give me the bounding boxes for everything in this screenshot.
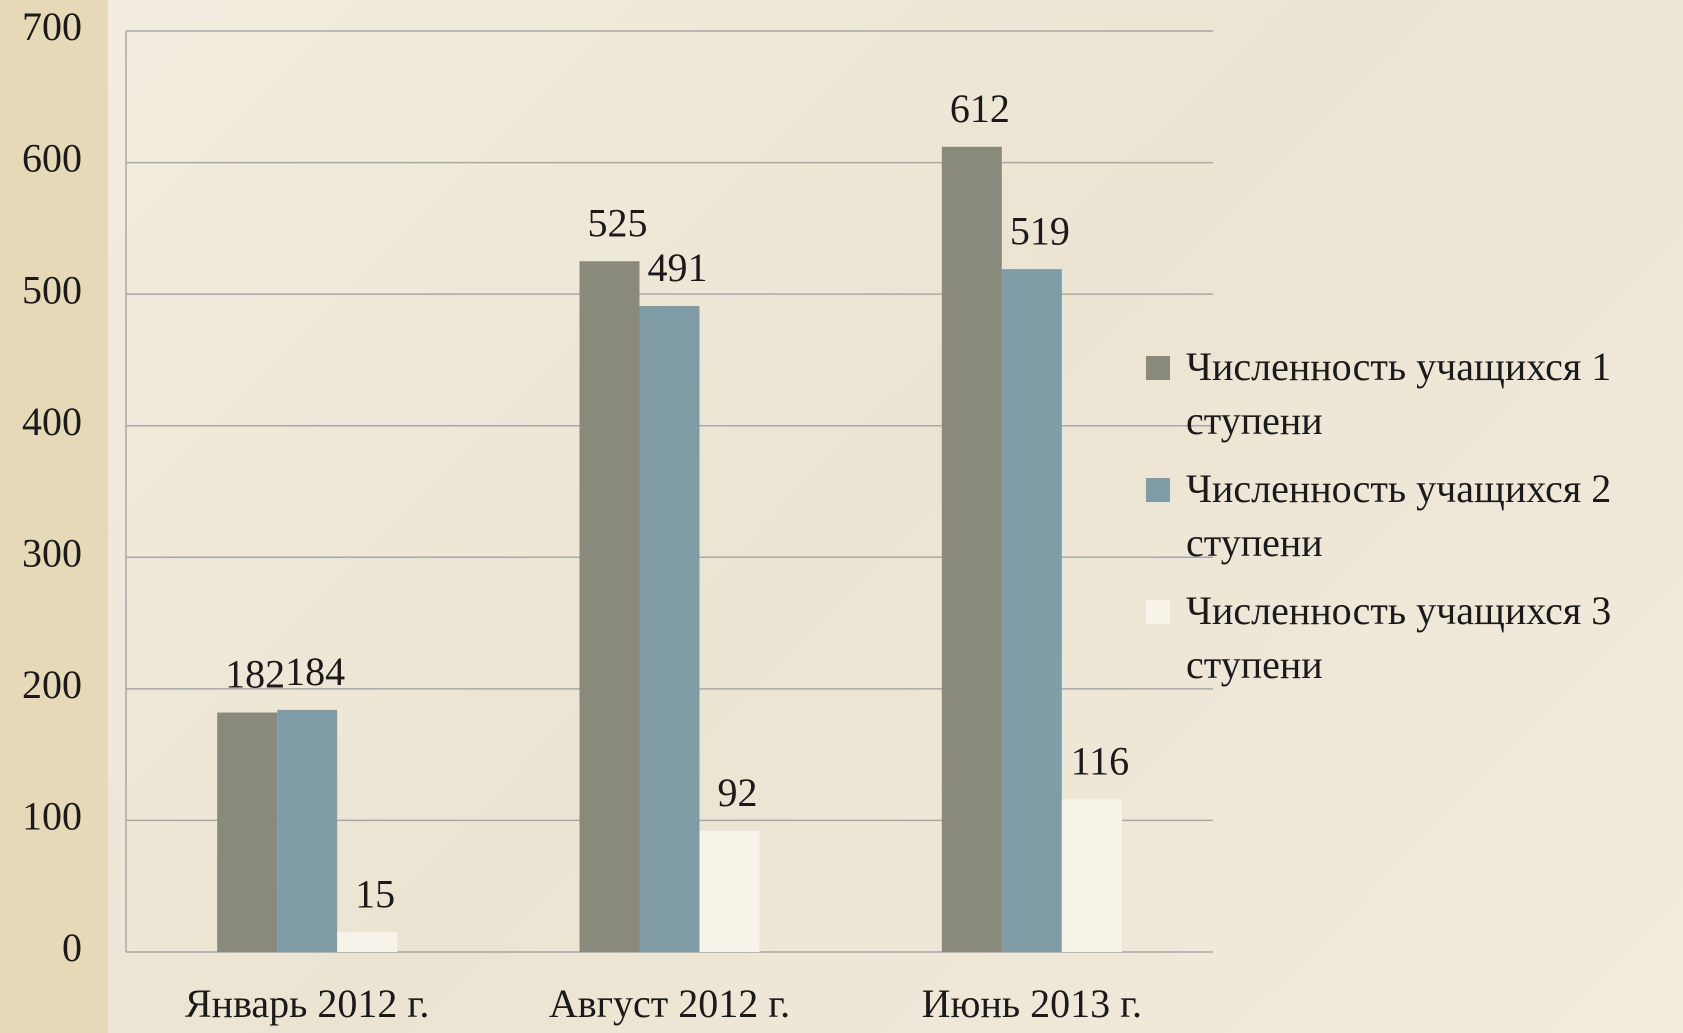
slide: 0100200300400500600700Январь 2012 г.1821… bbox=[0, 0, 1683, 1033]
bar bbox=[337, 932, 397, 952]
legend-item: Численность учащихся 2 ступени bbox=[1146, 462, 1656, 570]
y-tick-label: 500 bbox=[22, 267, 82, 312]
y-tick-label: 300 bbox=[22, 530, 82, 575]
bar bbox=[640, 306, 700, 952]
data-label: 519 bbox=[1010, 208, 1070, 253]
y-tick-label: 600 bbox=[22, 136, 82, 181]
x-tick-label: Январь 2012 г. bbox=[185, 981, 429, 1026]
bar bbox=[942, 147, 1002, 952]
y-tick-label: 0 bbox=[62, 925, 82, 970]
y-tick-label: 400 bbox=[22, 399, 82, 444]
y-tick-label: 700 bbox=[22, 4, 82, 49]
y-tick-label: 100 bbox=[22, 794, 82, 839]
legend-swatch bbox=[1146, 478, 1170, 502]
x-tick-label: Август 2012 г. bbox=[549, 981, 790, 1026]
bar bbox=[1002, 269, 1062, 952]
data-label: 116 bbox=[1071, 739, 1130, 784]
data-label: 525 bbox=[588, 200, 648, 245]
legend-label: Численность учащихся 2 ступени bbox=[1186, 466, 1611, 565]
legend-swatch bbox=[1146, 600, 1170, 624]
data-label: 92 bbox=[718, 770, 758, 815]
bar bbox=[1062, 799, 1122, 952]
bar bbox=[217, 713, 277, 952]
y-tick-label: 200 bbox=[22, 662, 82, 707]
data-label: 491 bbox=[648, 245, 708, 290]
data-label: 182 bbox=[225, 652, 285, 697]
legend: Численность учащихся 1 ступени Численност… bbox=[1146, 340, 1666, 706]
legend-item: Численность учащихся 3 ступени bbox=[1146, 584, 1656, 692]
legend-label: Численность учащихся 3 ступени bbox=[1186, 588, 1611, 687]
bar bbox=[277, 710, 337, 952]
legend-label: Численность учащихся 1 ступени bbox=[1186, 344, 1611, 443]
legend-item: Численность учащихся 1 ступени bbox=[1146, 340, 1656, 448]
x-tick-label: Июнь 2013 г. bbox=[922, 981, 1142, 1026]
bar bbox=[700, 831, 760, 952]
data-label: 612 bbox=[950, 86, 1010, 131]
legend-swatch bbox=[1146, 356, 1170, 380]
data-label: 15 bbox=[355, 871, 395, 916]
bar bbox=[580, 261, 640, 952]
data-label: 184 bbox=[285, 649, 345, 694]
